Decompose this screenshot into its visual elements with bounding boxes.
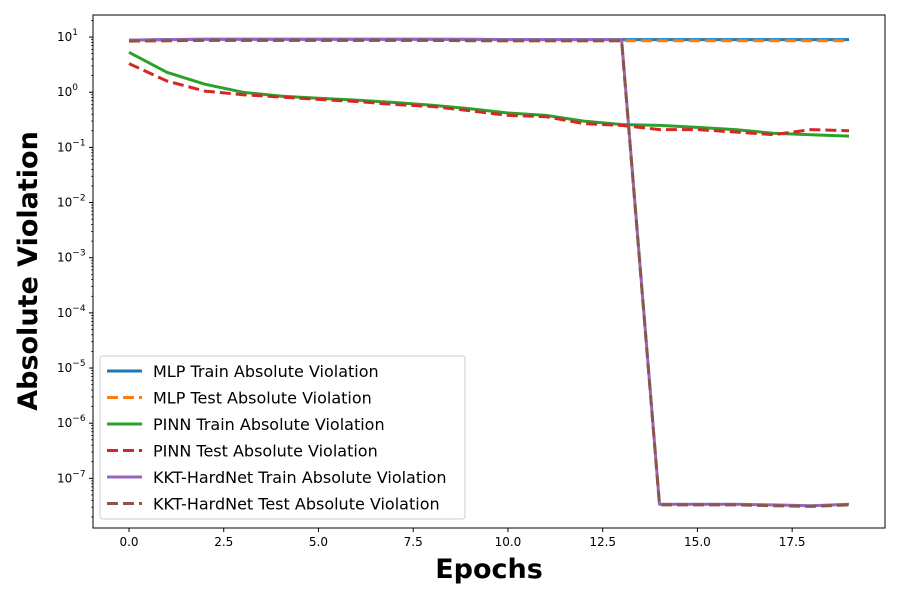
x-tick-label: 10.0 — [495, 535, 522, 549]
x-tick-label: 17.5 — [779, 535, 806, 549]
y-tick-label: 10−3 — [57, 249, 86, 265]
x-axis-title: Epochs — [435, 554, 543, 585]
y-tick-base: 10 — [57, 140, 72, 154]
x-tick-label: 0.0 — [119, 535, 138, 549]
y-tick-label: 10−6 — [57, 414, 86, 430]
x-tick-label: 5.0 — [309, 535, 328, 549]
y-tick-base: 10 — [57, 361, 72, 375]
y-tick-base: 10 — [57, 196, 72, 210]
plot-frame — [92, 14, 886, 529]
legend-label: KKT-HardNet Test Absolute Violation — [153, 495, 440, 514]
y-tick-base: 10 — [57, 416, 72, 430]
x-tick-label: 12.5 — [589, 535, 616, 549]
series-layer — [128, 37, 850, 508]
y-axis-title: Absolute Violation — [13, 131, 44, 411]
y-tick-label: 100 — [57, 83, 78, 99]
legend-label: KKT-HardNet Train Absolute Violation — [153, 468, 447, 487]
series-line-3 — [128, 50, 850, 138]
legend-label: PINN Test Absolute Violation — [153, 442, 378, 461]
y-tick-exponent: 1 — [72, 28, 78, 38]
x-axis-ticks: 0.0 2.5 5.0 7.5 10.0 12.5 15.0 17.5 — [119, 528, 806, 549]
y-tick-exponent: −5 — [72, 359, 85, 369]
y-tick-label: 10−2 — [57, 194, 86, 210]
y-tick-exponent: −3 — [72, 249, 85, 259]
legend: MLP Train Absolute Violation MLP Test Abs… — [99, 355, 466, 520]
y-tick-exponent: −4 — [72, 304, 86, 314]
y-tick-exponent: −2 — [72, 194, 85, 204]
y-tick-label: 10−5 — [57, 359, 86, 375]
y-tick-exponent: −6 — [72, 414, 86, 424]
legend-label: MLP Test Absolute Violation — [153, 389, 372, 408]
legend-box — [99, 355, 466, 520]
legend-label: MLP Train Absolute Violation — [153, 362, 379, 381]
y-tick-label: 101 — [57, 28, 78, 44]
y-tick-base: 10 — [57, 471, 72, 485]
y-tick-exponent: −7 — [72, 469, 85, 479]
y-tick-base: 10 — [57, 251, 72, 265]
x-tick-label: 2.5 — [214, 535, 233, 549]
x-tick-label: 15.0 — [684, 535, 711, 549]
series-line-6 — [128, 38, 850, 508]
legend-label: PINN Train Absolute Violation — [153, 415, 385, 434]
y-tick-label: 10−7 — [57, 469, 86, 485]
x-tick-label: 7.5 — [404, 535, 423, 549]
y-tick-base: 10 — [57, 306, 72, 320]
y-tick-label: 10−4 — [57, 304, 86, 320]
y-tick-base: 10 — [57, 85, 72, 99]
y-tick-exponent: −1 — [72, 138, 85, 148]
y-tick-base: 10 — [57, 30, 72, 44]
y-tick-label: 10−1 — [57, 138, 86, 154]
y-tick-exponent: 0 — [72, 83, 78, 93]
